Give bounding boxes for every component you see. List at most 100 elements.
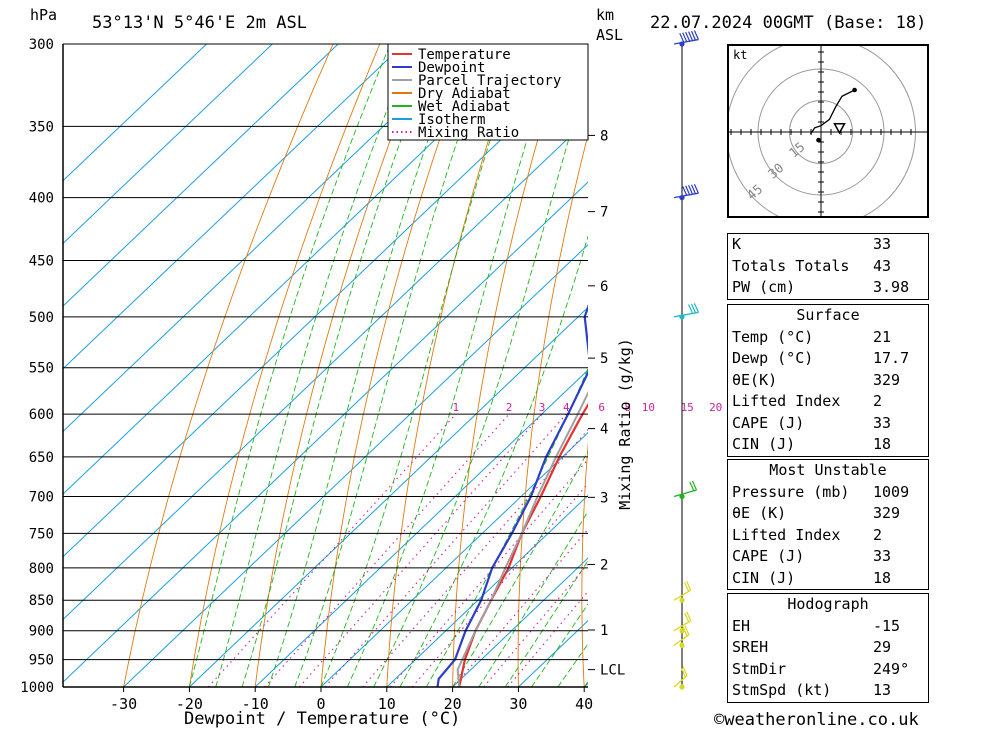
x-tick-label: -10 — [242, 695, 269, 713]
isotherm-line — [320, 432, 588, 687]
pressure-tick-label: 350 — [29, 119, 54, 135]
stat-key: PW (cm) — [732, 278, 796, 296]
legend-label: Parcel Trajectory — [418, 73, 561, 89]
legend-label: Mixing Ratio — [418, 125, 519, 141]
stat-value: 3.98 — [873, 278, 910, 296]
datetime-label: 22.07.2024 00GMT (Base: 18) — [650, 13, 927, 33]
dry-adiabat-line — [644, 44, 707, 687]
stat-value: 13 — [873, 681, 892, 699]
stat-value: 249° — [873, 659, 910, 678]
stat-key: SREH — [732, 638, 769, 656]
pressure-tick-label: 1000 — [20, 680, 54, 696]
wind-barb-flag — [688, 304, 694, 314]
legend-label: Dry Adiabat — [418, 86, 511, 102]
storm-motion-marker — [833, 123, 846, 135]
wind-barb-flag — [682, 666, 688, 676]
wind-barb-flag — [684, 582, 690, 592]
hodograph-ring-label: 45 — [744, 182, 766, 204]
height-unit-label-asl: ASL — [596, 26, 624, 44]
wind-barb-flag — [685, 185, 691, 196]
wind-level-dot — [679, 642, 685, 648]
isotherm-line — [63, 44, 207, 182]
stat-row: CIN (J) 18 — [728, 434, 928, 456]
stats-hodograph-panel: Hodograph EH -15 SREH 29 StmDir 249° StmSpd… — [727, 593, 929, 703]
stat-value: 18 — [873, 435, 892, 453]
wind-barb-flag — [686, 581, 692, 591]
pressure-tick-label: 750 — [29, 526, 54, 542]
wind-barb-flag — [689, 481, 695, 492]
stat-key: θE (K) — [732, 504, 787, 522]
stat-key: CIN (J) — [732, 568, 796, 587]
wind-barb-shaft — [673, 620, 692, 632]
mixing-ratio-label: 4 — [563, 401, 570, 414]
height-tick-label: 7 — [600, 205, 608, 221]
wind-level-dot — [679, 628, 685, 634]
height-tick-label: 5 — [600, 351, 608, 367]
credit-label: ©weatheronline.co.uk — [714, 710, 919, 730]
location-label: 53°13'N 5°46'E 2m ASL — [92, 13, 307, 33]
isotherm-line — [63, 44, 471, 433]
stat-row: EH -15 — [728, 616, 928, 638]
hodograph-ring-label: 30 — [766, 161, 788, 183]
height-tick-label: 6 — [600, 279, 608, 295]
mixing-ratio-label: 2 — [506, 401, 513, 414]
stat-row: Lifted Index 2 — [728, 391, 928, 413]
stat-row: PW (cm) 3.98 — [728, 277, 928, 299]
pressure-tick-label: 950 — [29, 653, 54, 669]
isotherm-line — [452, 557, 588, 687]
wind-barb-shaft — [673, 589, 692, 601]
stat-key: EH — [732, 616, 751, 635]
stat-key: Pressure (mb) — [732, 482, 850, 501]
height-tick-label: LCL — [600, 663, 625, 679]
stat-row: Pressure (mb) 1009 — [728, 482, 928, 504]
pressure-tick-label: 300 — [29, 37, 54, 53]
stat-key: StmDir — [732, 659, 787, 678]
wind-barb-shaft — [673, 675, 688, 688]
mixing-ratio-axis-label: Mixing Ratio (g/kg) — [616, 338, 634, 510]
stat-key: Totals Totals — [732, 256, 850, 275]
stat-row: CAPE (J) 33 — [728, 546, 928, 568]
wind-barb-flag — [685, 31, 691, 42]
stat-value: 2 — [873, 392, 883, 410]
mixing-ratio-label: 3 — [539, 401, 546, 414]
legend-label: Wet Adiabat — [418, 99, 511, 115]
hodograph-panel: kt 15 30 45 — [727, 44, 929, 218]
wind-level-dot — [679, 684, 685, 690]
wind-level-dot — [679, 597, 685, 603]
x-tick-label: 20 — [444, 695, 462, 713]
mixing-ratio-line — [298, 413, 543, 687]
pressure-unit-label: hPa — [30, 6, 58, 24]
height-tick-label: 3 — [600, 490, 608, 506]
isotherm-line — [63, 44, 536, 495]
mixing-ratio-label: 15 — [681, 401, 694, 414]
stat-row: Dewp (°C) 17.7 — [728, 348, 928, 370]
x-tick-label: 10 — [378, 695, 396, 713]
height-tick-label: 8 — [600, 128, 608, 144]
dry-adiabat-line — [926, 44, 979, 687]
hodograph-start-dot — [816, 137, 821, 143]
stat-key: Dewp (°C) — [732, 349, 814, 367]
stat-value: 43 — [873, 256, 892, 275]
wind-barb-flag — [688, 31, 694, 41]
stat-row: SREH 29 — [728, 637, 928, 659]
wind-barb-flag — [684, 625, 690, 635]
mixing-ratio-line — [389, 458, 588, 687]
legend-label: Isotherm — [418, 112, 485, 128]
stat-row: θE (K) 329 — [728, 503, 928, 525]
wind-barb-flag — [688, 185, 694, 195]
legend-label: Dewpoint — [418, 60, 485, 76]
isotherm-line — [254, 369, 588, 687]
stat-value: 33 — [873, 547, 892, 565]
wind-barb-flag — [680, 667, 686, 678]
pressure-tick-label: 650 — [29, 450, 54, 466]
stat-row: Temp (°C) 21 — [728, 327, 928, 349]
isotherm-line — [63, 44, 405, 370]
wind-barb-flag — [690, 30, 697, 41]
dry-adiabat-line — [123, 44, 334, 687]
stat-row: StmDir 249° — [728, 659, 928, 681]
pressure-tick-label: 900 — [29, 624, 54, 640]
pressure-tick-label: 700 — [29, 490, 54, 506]
section-title-surface: Surface — [796, 306, 860, 324]
stat-key: θE(K) — [732, 370, 778, 389]
isotherm-line — [63, 44, 273, 245]
